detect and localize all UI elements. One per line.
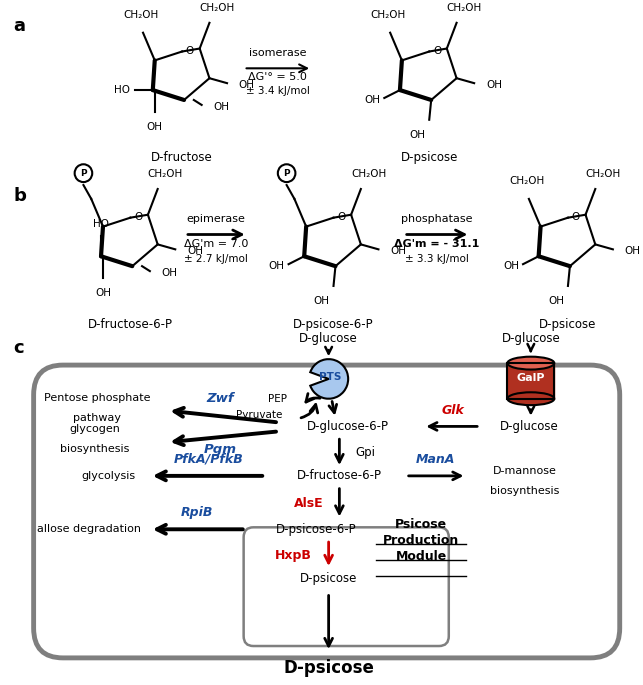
Text: D-psicose: D-psicose — [283, 659, 374, 677]
Bar — [507, 363, 554, 399]
Text: D-fructose-6-P: D-fructose-6-P — [88, 318, 173, 331]
Text: O: O — [572, 212, 580, 222]
Ellipse shape — [507, 357, 554, 369]
Text: ΔG'm = 7.0: ΔG'm = 7.0 — [184, 240, 248, 249]
Text: Production: Production — [383, 534, 460, 547]
FancyBboxPatch shape — [244, 527, 449, 646]
Text: a: a — [13, 17, 25, 35]
Text: OH: OH — [314, 296, 330, 306]
Text: OH: OH — [365, 95, 381, 105]
Text: Glk: Glk — [441, 403, 464, 416]
Text: O: O — [337, 212, 345, 222]
Text: RpiB: RpiB — [181, 506, 213, 519]
Text: PEP: PEP — [267, 394, 287, 403]
Text: CH₂OH: CH₂OH — [351, 169, 386, 179]
Text: CH₂OH: CH₂OH — [199, 3, 235, 13]
Text: ± 3.4 kJ/mol: ± 3.4 kJ/mol — [246, 86, 310, 96]
Text: D-psicose-6-P: D-psicose-6-P — [293, 318, 374, 331]
Text: O: O — [186, 45, 194, 55]
Text: CH₂OH: CH₂OH — [148, 169, 183, 179]
Text: b: b — [13, 187, 26, 205]
Text: CH₂OH: CH₂OH — [370, 10, 406, 20]
Wedge shape — [311, 359, 348, 399]
Text: OH: OH — [624, 247, 640, 256]
Text: allose degradation: allose degradation — [37, 524, 141, 534]
Text: ΔG'° = 5.0: ΔG'° = 5.0 — [248, 73, 307, 82]
Text: ManA: ManA — [415, 453, 455, 466]
Text: ΔG'm = - 31.1: ΔG'm = - 31.1 — [394, 240, 480, 249]
Text: P: P — [80, 169, 87, 177]
Text: CH₂OH: CH₂OH — [509, 176, 545, 186]
Text: D-fructose: D-fructose — [151, 151, 213, 164]
Text: OH: OH — [213, 102, 230, 112]
Text: AlsE: AlsE — [294, 497, 323, 510]
Text: OH: OH — [95, 288, 111, 298]
Text: CH₂OH: CH₂OH — [447, 3, 482, 13]
Text: OH: OH — [486, 80, 502, 90]
Text: OH: OH — [548, 296, 564, 306]
Text: Psicose: Psicose — [395, 519, 448, 532]
Text: P: P — [284, 169, 290, 177]
Text: glycogen: glycogen — [69, 424, 121, 434]
Text: OH: OH — [161, 268, 177, 278]
Text: isomerase: isomerase — [249, 49, 307, 58]
Text: GalP: GalP — [516, 373, 545, 383]
Text: Gpi: Gpi — [355, 446, 375, 459]
Text: D-psicose: D-psicose — [401, 151, 458, 164]
Text: CH₂OH: CH₂OH — [586, 169, 620, 179]
Text: HO: HO — [114, 85, 129, 95]
Text: O: O — [134, 212, 142, 222]
Text: CH₂OH: CH₂OH — [123, 10, 159, 20]
Text: OH: OH — [390, 247, 406, 256]
Text: Module: Module — [396, 550, 447, 563]
Text: D-glucose-6-P: D-glucose-6-P — [307, 420, 389, 433]
Text: D-psicose: D-psicose — [300, 572, 358, 585]
Text: OH: OH — [503, 261, 520, 271]
Text: Pentose phosphate: Pentose phosphate — [44, 393, 150, 403]
Text: D-mannose: D-mannose — [493, 466, 557, 476]
Text: biosynthesis: biosynthesis — [60, 444, 130, 454]
Text: D-glucose: D-glucose — [502, 332, 560, 345]
Text: PTS: PTS — [320, 372, 342, 382]
Ellipse shape — [507, 393, 554, 405]
Text: D-psicose-6-P: D-psicose-6-P — [276, 523, 356, 536]
Text: Pgm: Pgm — [204, 443, 237, 456]
Text: epimerase: epimerase — [187, 214, 246, 223]
Text: biosynthesis: biosynthesis — [490, 486, 559, 496]
Text: HxpB: HxpB — [275, 549, 312, 562]
Text: PfkA/PfkB: PfkA/PfkB — [174, 453, 243, 466]
Bar — [507, 363, 554, 399]
Text: phosphatase: phosphatase — [401, 214, 473, 223]
Text: D-fructose-6-P: D-fructose-6-P — [297, 469, 382, 482]
Text: Pyruvate: Pyruvate — [237, 410, 283, 419]
Text: ± 2.7 kJ/mol: ± 2.7 kJ/mol — [185, 254, 248, 264]
Text: glycolysis: glycolysis — [82, 471, 136, 481]
Text: HO: HO — [93, 219, 109, 229]
Text: OH: OH — [187, 247, 203, 256]
Text: D-glucose: D-glucose — [500, 420, 558, 433]
Text: OH: OH — [147, 122, 163, 132]
Text: pathway: pathway — [73, 412, 121, 423]
Text: Zwf: Zwf — [206, 392, 234, 405]
Text: ± 3.3 kJ/mol: ± 3.3 kJ/mol — [405, 254, 469, 264]
FancyBboxPatch shape — [33, 365, 620, 658]
Text: OH: OH — [239, 80, 255, 90]
Text: c: c — [13, 339, 24, 358]
Text: O: O — [433, 45, 441, 55]
Text: OH: OH — [410, 129, 426, 140]
Text: D-psicose: D-psicose — [539, 318, 597, 331]
Text: D-glucose: D-glucose — [299, 332, 358, 345]
Text: OH: OH — [269, 261, 285, 271]
